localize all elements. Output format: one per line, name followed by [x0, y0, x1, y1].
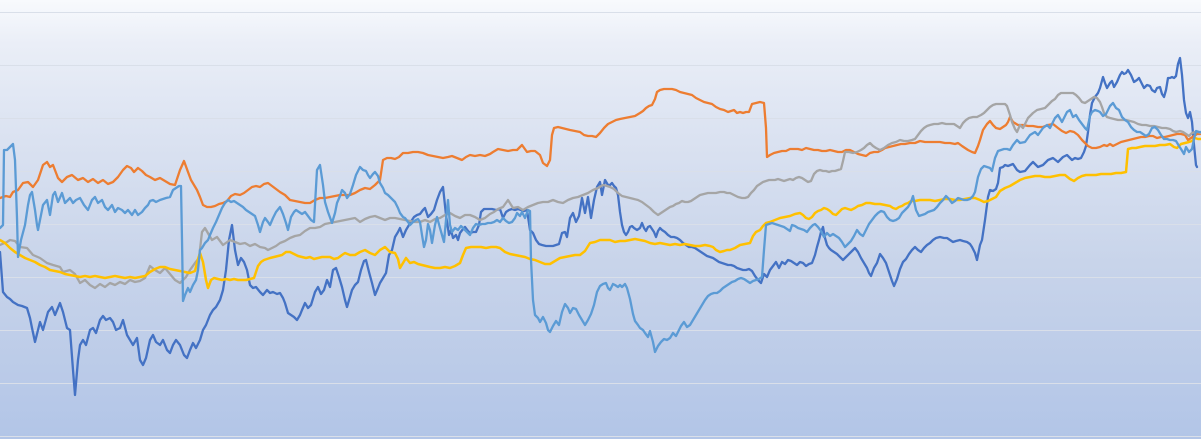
- series-5-light-blue-line: [0, 101, 1201, 354]
- series-2-orange-line: [0, 87, 1201, 209]
- series-3-gray-line: [0, 91, 1201, 290]
- gridlines: [0, 12, 1201, 437]
- series-1-dark-blue-line: [0, 56, 1199, 397]
- series-4-yellow-line: [0, 136, 1201, 290]
